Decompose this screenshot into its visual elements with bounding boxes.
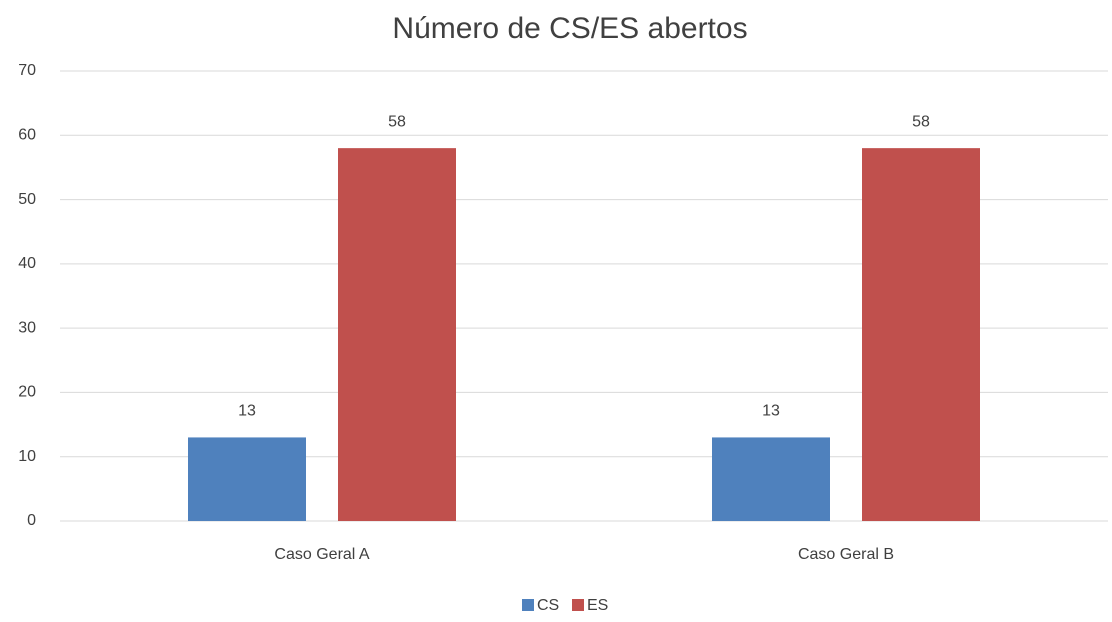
legend-label: ES (587, 597, 608, 614)
data-label: 13 (238, 403, 256, 420)
y-tick-label: 40 (18, 255, 36, 272)
bar (188, 437, 306, 521)
y-tick-label: 30 (18, 319, 36, 336)
bar (712, 437, 830, 521)
legend-swatch (522, 599, 534, 611)
y-tick-label: 60 (18, 127, 36, 144)
x-tick-label: Caso Geral B (798, 546, 894, 563)
bar (338, 148, 456, 521)
data-label: 13 (762, 403, 780, 420)
y-tick-label: 10 (18, 448, 36, 465)
legend-swatch (572, 599, 584, 611)
bar (862, 148, 980, 521)
y-tick-label: 50 (18, 191, 36, 208)
y-tick-label: 0 (27, 512, 36, 529)
y-tick-label: 70 (18, 62, 36, 79)
x-tick-label: Caso Geral A (274, 546, 369, 563)
data-label: 58 (388, 113, 406, 130)
y-tick-label: 20 (18, 384, 36, 401)
legend-label: CS (537, 597, 559, 614)
chart-title: Número de CS/ES abertos (392, 12, 747, 45)
data-label: 58 (912, 113, 930, 130)
